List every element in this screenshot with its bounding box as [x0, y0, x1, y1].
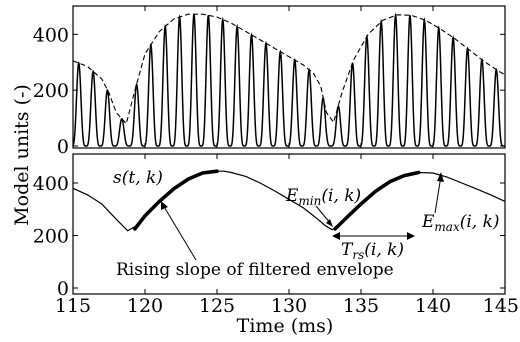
top-y-tick-label: 400 — [33, 24, 69, 46]
bottom-tick-marks — [72, 154, 506, 294]
rising-arrow-head — [161, 201, 168, 210]
x-tick-label: 140 — [415, 295, 451, 317]
x-tick-label: 125 — [199, 295, 235, 317]
annotation-emin: Emin(i, k) — [285, 186, 361, 227]
emin-arrow-head — [326, 219, 333, 227]
bottom-y-tick-label: 0 — [57, 278, 69, 300]
rising-slope-segment-2 — [333, 170, 421, 231]
annotation-rising-slope: Rising slope of filtered envelope — [116, 201, 394, 280]
s-label-text: s(t, k) — [113, 168, 163, 188]
annotation-s-label: s(t, k) — [113, 168, 163, 188]
emax-arrow-head — [437, 172, 444, 182]
rising-label: Rising slope of filtered envelope — [116, 260, 394, 280]
trs-label: Trs(i, k) — [341, 240, 404, 262]
x-tick-label: 135 — [343, 295, 379, 317]
annotation-emax: Emax(i, k) — [421, 172, 500, 234]
bottom-y-tick-label: 200 — [33, 226, 69, 248]
rising-arrow-line — [162, 204, 197, 261]
top-tick-marks — [72, 6, 506, 148]
annotation-trs: Trs(i, k) — [332, 232, 415, 262]
top-y-tick-labels: 0 200 400 — [33, 24, 69, 158]
top-panel: 0 200 400 — [33, 5, 506, 158]
x-tick-label: 120 — [127, 295, 163, 317]
bottom-panel: 0 200 400 115 120 125 130 135 140 145 s(t, k) Em… — [33, 153, 519, 317]
x-axis-label: Time (ms) — [237, 315, 334, 337]
x-tick-label: 145 — [483, 295, 519, 317]
top-plot-frame — [72, 5, 506, 149]
top-y-tick-label: 0 — [57, 136, 69, 158]
bottom-y-tick-label: 400 — [33, 173, 69, 195]
x-tick-label: 115 — [55, 295, 91, 317]
x-tick-label: 130 — [271, 295, 307, 317]
emax-label: Emax(i, k) — [421, 212, 500, 234]
trs-arrow-head-right — [407, 232, 415, 240]
top-y-tick-label: 200 — [33, 80, 69, 102]
top-envelope-dashed-line — [72, 13, 506, 125]
rising-slope-segment-1 — [133, 169, 219, 231]
bottom-y-tick-labels: 0 200 400 — [33, 173, 69, 300]
y-axis-label: Model units (-) — [11, 84, 33, 226]
x-tick-labels: 115 120 125 130 135 140 145 — [55, 295, 519, 317]
trs-arrow-head-left — [332, 232, 340, 240]
emax-arrow-line — [434, 175, 442, 214]
top-oscillation-line — [72, 12, 506, 147]
emin-label: Emin(i, k) — [285, 186, 361, 208]
